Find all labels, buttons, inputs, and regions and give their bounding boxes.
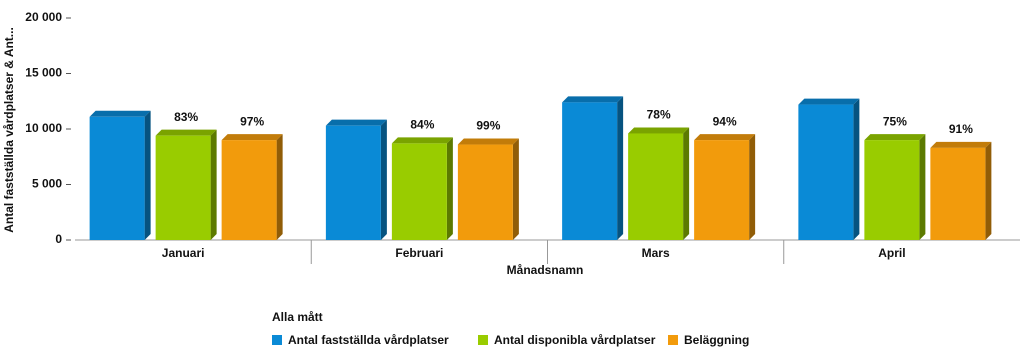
bar-front [562,102,618,240]
bar-side [512,138,519,240]
bar [325,119,387,240]
bar-top [89,110,151,117]
bar [798,98,860,240]
bar-side [144,110,151,240]
y-tick-label: 0 [55,232,62,246]
bar-front [457,144,513,240]
bar-front [930,147,986,240]
bar-front [221,140,277,240]
bar-front [864,140,920,240]
bar-side [617,96,624,240]
x-tick-label: Mars [642,246,670,260]
x-tick-label: April [878,246,905,260]
y-tick-label: 15 000 [25,66,62,80]
bar-front [628,133,684,240]
data-label: 78% [647,108,671,122]
data-label: 83% [174,110,198,124]
y-tick-label: 20 000 [25,10,62,24]
bar [221,134,283,240]
bar [391,137,453,240]
bar-top [628,127,690,134]
bar-top [155,129,217,136]
data-label: 91% [949,122,973,136]
data-label: 99% [476,119,500,133]
bar-top [391,137,453,144]
legend-swatch [668,335,678,345]
data-label: 94% [713,114,737,128]
data-label: 84% [410,118,434,132]
legend-swatch [272,335,282,345]
bar [89,110,151,240]
data-label: 97% [240,114,264,128]
bar-top [798,98,860,105]
bar-side [446,137,453,240]
bar-side [853,98,860,240]
bar-side [919,134,926,240]
bar-side [380,119,387,240]
x-axis-title: Månadsnamn [507,263,584,277]
bar [155,129,217,240]
bar-side [749,134,756,240]
bar-front [325,125,381,240]
bar-side [683,127,690,240]
bar-top [221,134,283,141]
bar-side [985,141,992,240]
x-tick-label: Januari [162,246,205,260]
bar [930,141,992,240]
y-tick-label: 10 000 [25,121,62,135]
legend-label: Antal fastställda vårdplatser [288,333,449,347]
data-label: 75% [883,114,907,128]
bar-top [457,138,519,145]
y-tick-label: 5 000 [32,177,62,191]
bar-top [325,119,387,126]
legend-label: Beläggning [684,333,749,347]
bar [562,96,624,240]
bar-top [930,141,992,148]
bar-side [276,134,283,240]
bar-front [694,140,750,240]
legend-swatch [478,335,488,345]
bar [457,138,519,240]
bar [694,134,756,240]
bar-top [864,134,926,141]
bar [628,127,690,240]
x-tick-label: Februari [395,246,443,260]
legend-title: Alla mått [272,310,323,324]
bar-front [89,116,145,240]
y-axis-title: Antal fastställda vårdplatser & Ant... [2,27,16,233]
bar-side [210,129,217,240]
bar [864,134,926,240]
bar-top [562,96,624,103]
bar-front [798,104,854,240]
bar-front [155,135,211,240]
bar-top [694,134,756,141]
bar-front [391,143,447,240]
legend-label: Antal disponibla vårdplatser [494,333,656,347]
